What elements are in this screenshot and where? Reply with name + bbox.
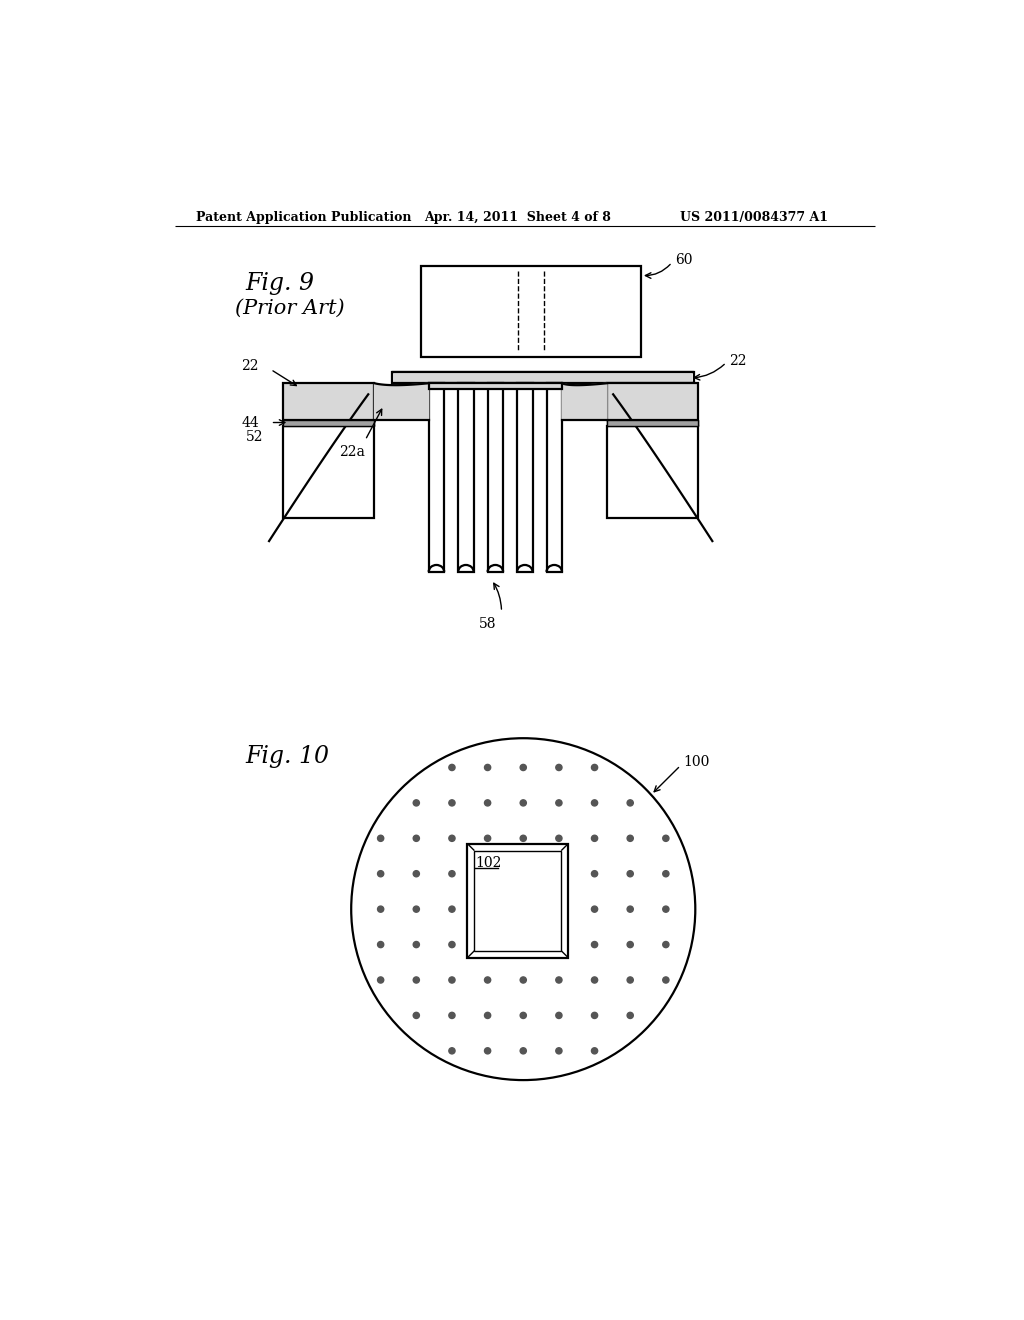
Circle shape bbox=[484, 1048, 490, 1053]
Text: 60: 60 bbox=[675, 253, 692, 267]
Bar bbox=[517, 383, 532, 572]
Circle shape bbox=[484, 1012, 490, 1019]
Circle shape bbox=[627, 871, 633, 876]
Circle shape bbox=[378, 871, 384, 876]
Circle shape bbox=[449, 1012, 455, 1019]
Text: 58: 58 bbox=[479, 616, 497, 631]
Circle shape bbox=[378, 836, 384, 841]
Circle shape bbox=[592, 836, 598, 841]
Bar bbox=[283, 383, 375, 420]
Text: 52: 52 bbox=[246, 430, 263, 445]
Circle shape bbox=[449, 836, 455, 841]
Circle shape bbox=[449, 764, 455, 771]
Bar bbox=[474, 850, 561, 950]
Bar bbox=[283, 425, 375, 517]
Bar bbox=[429, 383, 562, 389]
Circle shape bbox=[449, 871, 455, 876]
Text: 44: 44 bbox=[241, 416, 259, 429]
Bar bbox=[283, 420, 375, 425]
Circle shape bbox=[449, 800, 455, 807]
Circle shape bbox=[556, 836, 562, 841]
Circle shape bbox=[627, 800, 633, 807]
Circle shape bbox=[520, 764, 526, 771]
Circle shape bbox=[592, 1012, 598, 1019]
Bar bbox=[607, 420, 698, 425]
Circle shape bbox=[414, 800, 420, 807]
Circle shape bbox=[592, 906, 598, 912]
Circle shape bbox=[627, 941, 633, 948]
Circle shape bbox=[449, 941, 455, 948]
Text: Fig. 9: Fig. 9 bbox=[246, 272, 314, 296]
Text: (Prior Art): (Prior Art) bbox=[234, 298, 344, 318]
Circle shape bbox=[663, 941, 669, 948]
Text: 102: 102 bbox=[475, 855, 502, 870]
Text: 100: 100 bbox=[684, 755, 710, 770]
Bar bbox=[429, 383, 444, 572]
Text: 22a: 22a bbox=[339, 445, 365, 459]
Text: 22: 22 bbox=[241, 359, 259, 374]
Bar bbox=[283, 420, 375, 425]
Circle shape bbox=[378, 941, 384, 948]
Bar bbox=[487, 383, 503, 572]
Bar bbox=[458, 383, 474, 572]
Circle shape bbox=[414, 871, 420, 876]
Circle shape bbox=[627, 906, 633, 912]
Circle shape bbox=[592, 977, 598, 983]
Circle shape bbox=[592, 764, 598, 771]
Bar bbox=[467, 843, 568, 958]
Bar bbox=[607, 420, 698, 425]
Circle shape bbox=[663, 871, 669, 876]
Circle shape bbox=[484, 977, 490, 983]
Text: Patent Application Publication: Patent Application Publication bbox=[197, 211, 412, 224]
Circle shape bbox=[520, 800, 526, 807]
Circle shape bbox=[484, 764, 490, 771]
Circle shape bbox=[414, 906, 420, 912]
Text: US 2011/0084377 A1: US 2011/0084377 A1 bbox=[680, 211, 827, 224]
Circle shape bbox=[592, 941, 598, 948]
Circle shape bbox=[592, 871, 598, 876]
Circle shape bbox=[556, 1048, 562, 1053]
Polygon shape bbox=[375, 383, 429, 420]
Circle shape bbox=[414, 836, 420, 841]
Circle shape bbox=[484, 800, 490, 807]
Circle shape bbox=[592, 800, 598, 807]
Bar bbox=[393, 374, 692, 381]
Circle shape bbox=[663, 906, 669, 912]
Bar bbox=[547, 383, 562, 572]
Circle shape bbox=[520, 1012, 526, 1019]
Circle shape bbox=[592, 1048, 598, 1053]
Bar bbox=[391, 372, 693, 383]
Circle shape bbox=[378, 977, 384, 983]
Circle shape bbox=[663, 836, 669, 841]
Circle shape bbox=[520, 977, 526, 983]
Circle shape bbox=[627, 977, 633, 983]
Circle shape bbox=[449, 1048, 455, 1053]
Circle shape bbox=[556, 1012, 562, 1019]
Circle shape bbox=[484, 836, 490, 841]
Text: Apr. 14, 2011  Sheet 4 of 8: Apr. 14, 2011 Sheet 4 of 8 bbox=[424, 211, 611, 224]
Circle shape bbox=[520, 836, 526, 841]
Circle shape bbox=[627, 1012, 633, 1019]
Circle shape bbox=[414, 941, 420, 948]
Circle shape bbox=[378, 906, 384, 912]
Circle shape bbox=[449, 906, 455, 912]
Text: Fig. 10: Fig. 10 bbox=[246, 744, 330, 768]
Circle shape bbox=[556, 764, 562, 771]
Circle shape bbox=[627, 836, 633, 841]
Polygon shape bbox=[562, 383, 607, 420]
Circle shape bbox=[556, 800, 562, 807]
Bar bbox=[421, 267, 641, 358]
Circle shape bbox=[414, 1012, 420, 1019]
Bar bbox=[607, 383, 698, 420]
Circle shape bbox=[556, 977, 562, 983]
Bar bbox=[607, 425, 698, 517]
Circle shape bbox=[520, 1048, 526, 1053]
Circle shape bbox=[414, 977, 420, 983]
Circle shape bbox=[663, 977, 669, 983]
Text: 22: 22 bbox=[729, 354, 746, 368]
Circle shape bbox=[449, 977, 455, 983]
